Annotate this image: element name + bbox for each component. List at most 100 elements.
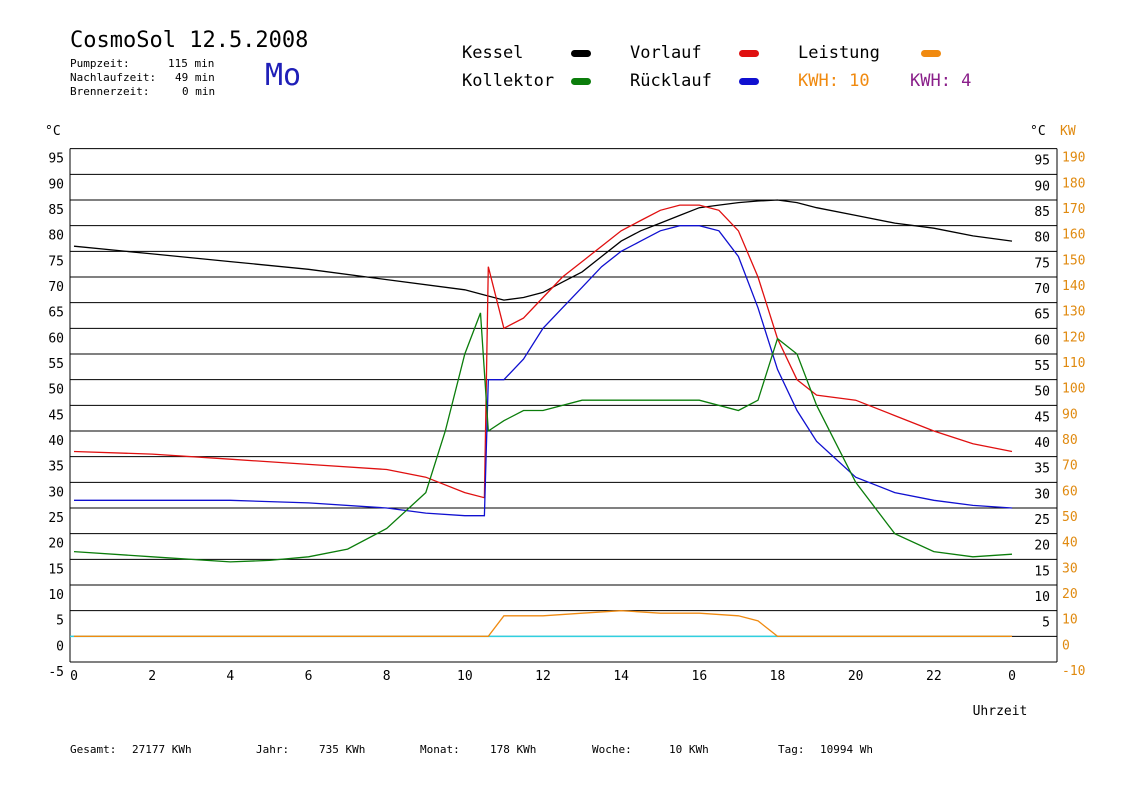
x-tick: 16 — [692, 669, 708, 684]
y-tick-left: 75 — [48, 254, 64, 269]
y-tick-kw: -10 — [1062, 664, 1085, 679]
x-tick: 8 — [383, 669, 391, 684]
y-tick-kw: 90 — [1062, 407, 1078, 422]
y-tick-left: 30 — [48, 485, 64, 500]
y-tick-right: 65 — [1034, 308, 1050, 323]
y-tick-kw: 30 — [1062, 561, 1078, 576]
y-tick-left: 90 — [48, 177, 64, 192]
y-tick-kw: 20 — [1062, 587, 1078, 602]
x-tick: 4 — [226, 669, 234, 684]
x-tick: 12 — [535, 669, 551, 684]
y-tick-kw: 110 — [1062, 356, 1085, 371]
y-tick-right: 30 — [1034, 487, 1050, 502]
y-tick-kw: 190 — [1062, 151, 1085, 166]
legend-ruecklauf-swatch — [739, 78, 759, 85]
y-tick-left: 85 — [48, 203, 64, 218]
y-tick-left: 65 — [48, 306, 64, 321]
y-tick-right: 85 — [1034, 205, 1050, 220]
y-tick-left: 45 — [48, 408, 64, 423]
y-tick-left: 70 — [48, 280, 64, 295]
stat-label-pumpzeit: Pumpzeit: — [70, 57, 130, 70]
y-tick-left: 10 — [48, 588, 64, 603]
stat-value-brennerzeit: 0 min — [182, 85, 216, 98]
y-tick-right: 40 — [1034, 436, 1050, 451]
y-tick-kw: 70 — [1062, 459, 1078, 474]
y-unit-kw: KW — [1060, 124, 1076, 139]
legend-kollektor-swatch — [571, 78, 591, 85]
y-tick-right: 20 — [1034, 539, 1050, 554]
y-tick-right: 80 — [1034, 231, 1050, 246]
legend-vorlauf-swatch — [739, 50, 759, 57]
footer-monat-label: Monat: — [420, 743, 460, 756]
legend-leistung-label: Leistung — [798, 43, 880, 63]
x-tick: 0 — [70, 669, 78, 684]
y-tick-right: 70 — [1034, 282, 1050, 297]
y-tick-left: 5 — [56, 614, 64, 629]
y-tick-kw: 80 — [1062, 433, 1078, 448]
y-tick-kw: 170 — [1062, 202, 1085, 217]
y-tick-left: 80 — [48, 229, 64, 244]
stat-value-pumpzeit: 115 min — [168, 57, 215, 70]
y-unit-left: °C — [45, 124, 61, 139]
y-unit-right: °C — [1030, 124, 1046, 139]
footer-jahr-label: Jahr: — [256, 743, 290, 756]
y-tick-kw: 10 — [1062, 613, 1078, 628]
series-line-kollektor — [73, 312, 1013, 563]
footer-jahr-value: 735 KWh — [319, 743, 366, 756]
x-tick: 22 — [926, 669, 942, 684]
stat-label-nachlaufzeit: Nachlaufzeit: — [70, 71, 157, 84]
y-tick-left: 40 — [48, 434, 64, 449]
y-tick-left: 25 — [48, 511, 64, 526]
legend-vorlauf-label: Vorlauf — [630, 43, 702, 63]
y-tick-right: 5 — [1042, 616, 1050, 631]
y-tick-kw: 140 — [1062, 279, 1085, 294]
y-tick-kw: 40 — [1062, 536, 1078, 551]
y-tick-right: 10 — [1034, 590, 1050, 605]
footer-tag-value: 10994 Wh — [820, 743, 873, 756]
y-tick-kw: 130 — [1062, 305, 1085, 320]
y-tick-right: 35 — [1034, 462, 1050, 477]
y-tick-left: 55 — [48, 357, 64, 372]
x-tick: 10 — [457, 669, 473, 684]
legend-kessel-swatch — [571, 50, 591, 57]
series-line-kessel — [73, 199, 1013, 301]
footer-woche-value: 10 KWh — [669, 743, 709, 756]
y-tick-right: 55 — [1034, 359, 1050, 374]
y-tick-kw: 120 — [1062, 330, 1085, 345]
y-tick-left: 95 — [48, 152, 64, 167]
x-tick: 18 — [770, 669, 786, 684]
y-tick-left: 0 — [56, 639, 64, 654]
y-tick-kw: 160 — [1062, 228, 1085, 243]
x-tick: 2 — [148, 669, 156, 684]
legend-ruecklauf-label: Rücklauf — [630, 71, 712, 91]
y-tick-left: -5 — [48, 665, 64, 680]
y-tick-right: 95 — [1034, 154, 1050, 169]
weekday-label: Mo — [265, 58, 302, 93]
footer-woche-label: Woche: — [592, 743, 632, 756]
x-axis-label: Uhrzeit — [973, 704, 1028, 719]
x-tick: 14 — [613, 669, 629, 684]
y-tick-left: 50 — [48, 383, 64, 398]
y-tick-kw: 0 — [1062, 638, 1070, 653]
legend-kessel-label: Kessel — [462, 43, 524, 63]
legend-leistung-swatch — [921, 50, 941, 57]
footer-monat-value: 178 KWh — [490, 743, 537, 756]
y-tick-left: 60 — [48, 331, 64, 346]
x-tick: 6 — [305, 669, 313, 684]
y-tick-kw: 50 — [1062, 510, 1078, 525]
y-tick-kw: 180 — [1062, 176, 1085, 191]
series-line-rcklauf — [74, 225, 1013, 517]
y-tick-right: 15 — [1034, 564, 1050, 579]
y-tick-left: 20 — [48, 537, 64, 552]
series-line-leistung — [74, 610, 1012, 637]
y-tick-left: 15 — [48, 562, 64, 577]
stat-label-brennerzeit: Brennerzeit: — [70, 85, 150, 98]
y-tick-kw: 150 — [1062, 253, 1085, 268]
legend-kwh-leistung: KWH: 10 — [798, 71, 870, 91]
footer-tag-label: Tag: — [778, 743, 805, 756]
chart-title: CosmoSol 12.5.2008 — [70, 28, 309, 53]
y-tick-kw: 100 — [1062, 382, 1085, 397]
footer-gesamt-label: Gesamt: — [70, 743, 117, 756]
y-tick-right: 75 — [1034, 256, 1050, 271]
